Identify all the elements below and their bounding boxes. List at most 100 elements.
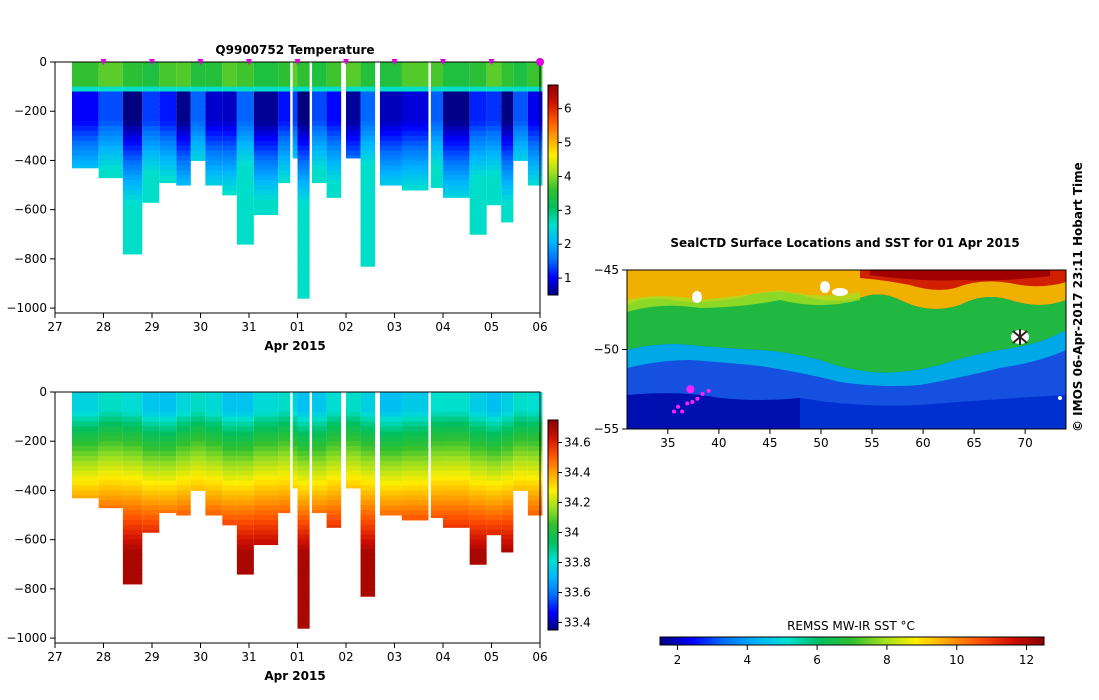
- section-cell: [513, 91, 528, 97]
- section-cell: [278, 441, 291, 447]
- section-cell: [326, 406, 342, 413]
- section-cell: [190, 446, 206, 452]
- section-cell: [176, 165, 191, 171]
- section-cell: [176, 406, 191, 413]
- section-cell: [443, 121, 470, 127]
- section-cell: [297, 219, 310, 225]
- colorbar-tick-label: 33.4: [564, 616, 591, 630]
- x-tick-label: 03: [387, 650, 402, 664]
- section-cell: [513, 396, 528, 403]
- section-cell: [297, 396, 310, 403]
- section-cell: [513, 451, 528, 457]
- section-cell: [469, 455, 487, 462]
- section-cell: [98, 460, 123, 467]
- section-cell: [312, 96, 327, 102]
- section-cell: [486, 145, 502, 152]
- section-cell: [142, 135, 160, 142]
- x-tick-label: 06: [532, 650, 547, 664]
- section-cell: [312, 130, 327, 137]
- section-cell: [159, 160, 177, 166]
- section-cell: [98, 480, 123, 487]
- section-cell: [360, 106, 376, 112]
- colorbar-tick-label: 33.8: [564, 556, 591, 570]
- section-cell: [71, 150, 99, 157]
- section-cell: [527, 96, 543, 102]
- section-cell: [253, 106, 279, 112]
- section-cell: [501, 416, 514, 423]
- section-cell: [469, 500, 487, 506]
- section-cell: [222, 189, 237, 196]
- section-cell: [159, 480, 177, 487]
- section-cell: [253, 86, 279, 93]
- section-cell: [326, 121, 342, 127]
- section-cell: [469, 175, 487, 181]
- sst-colorbar-tick-label: 4: [743, 653, 751, 667]
- section-cell: [278, 426, 291, 432]
- section-cell: [326, 401, 342, 408]
- section-cell: [501, 465, 514, 472]
- y-tick-label: −200: [14, 104, 47, 118]
- section-cell: [205, 150, 223, 157]
- section-cell: [501, 406, 514, 413]
- section-cell: [159, 106, 177, 112]
- section-cell: [469, 505, 487, 511]
- section-cell: [142, 436, 160, 442]
- section-cell: [326, 515, 342, 521]
- section-cell: [236, 406, 254, 413]
- section-cell: [159, 71, 177, 78]
- section-cell: [142, 76, 160, 83]
- section-cell: [360, 263, 376, 267]
- section-cell: [360, 401, 376, 408]
- section-cell: [190, 470, 206, 477]
- profile-column: [190, 392, 206, 491]
- section-cell: [253, 392, 279, 398]
- section-cell: [527, 441, 543, 447]
- colorbar-tick-label: 34.4: [564, 466, 591, 480]
- section-cell: [253, 121, 279, 127]
- section-cell: [236, 224, 254, 230]
- section-cell: [71, 135, 99, 142]
- section-cell: [326, 140, 342, 147]
- section-cell: [98, 396, 123, 403]
- section-cell: [297, 209, 310, 216]
- section-cell: [469, 135, 487, 142]
- section-cell: [71, 460, 99, 467]
- section-cell: [346, 470, 361, 477]
- section-cell: [122, 416, 143, 423]
- colorbar-tick-label: 2: [564, 237, 572, 251]
- section-cell: [159, 170, 177, 176]
- section-cell: [253, 480, 279, 487]
- section-cell: [501, 130, 514, 137]
- section-cell: [142, 121, 160, 127]
- section-cell: [98, 170, 123, 176]
- section-cell: [236, 96, 254, 102]
- section-cell: [190, 406, 206, 413]
- profile-column: [401, 392, 429, 521]
- section-cell: [71, 455, 99, 462]
- section-cell: [122, 524, 143, 531]
- profile-column: [527, 392, 543, 516]
- section-cell: [346, 406, 361, 413]
- section-cell: [205, 485, 223, 491]
- section-cell: [253, 455, 279, 462]
- section-cell: [360, 529, 376, 536]
- section-cell: [297, 81, 310, 88]
- section-cell: [297, 495, 310, 501]
- section-cell: [401, 116, 429, 122]
- section-cell: [443, 150, 470, 157]
- section-cell: [71, 485, 99, 491]
- section-cell: [71, 436, 99, 442]
- section-cell: [360, 519, 376, 526]
- section-cell: [346, 455, 361, 462]
- section-cell: [278, 76, 291, 83]
- section-cell: [253, 401, 279, 408]
- section-cell: [501, 165, 514, 171]
- section-cell: [360, 505, 376, 511]
- section-cell: [297, 273, 310, 280]
- section-cell: [98, 160, 123, 166]
- section-cell: [469, 185, 487, 191]
- seal-location-point: [700, 392, 705, 397]
- section-cell: [142, 150, 160, 157]
- section-cell: [360, 189, 376, 196]
- section-cell: [205, 116, 223, 122]
